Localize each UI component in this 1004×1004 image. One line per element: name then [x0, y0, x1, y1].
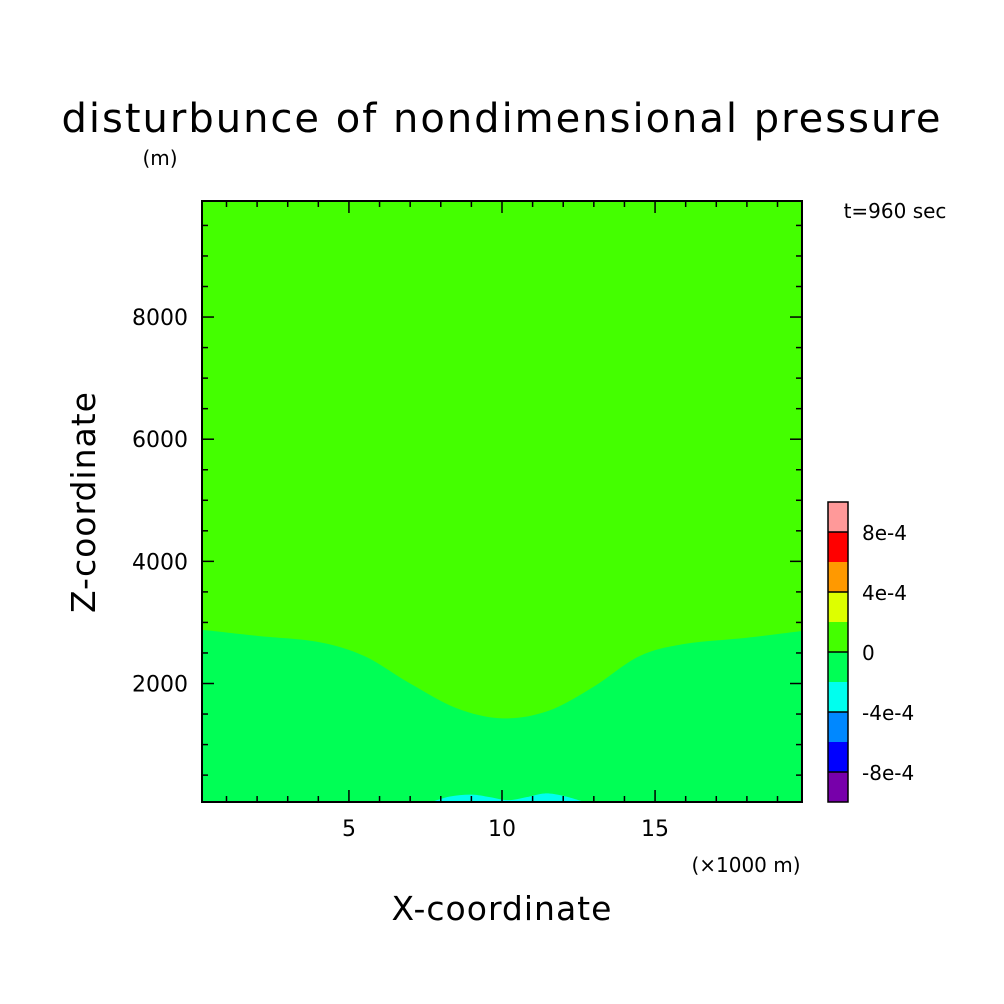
x-axis-unit: (×1000 m) — [691, 853, 800, 877]
colorbar-segment — [828, 682, 848, 712]
contour-region-0 — [202, 629, 802, 802]
axes: 5 10 15 2000 4000 6000 8000 — [132, 200, 803, 842]
plot-area — [202, 201, 802, 802]
chart-title: disturbunce of nondimensional pressure — [62, 96, 943, 142]
colorbar-label: 0 — [862, 641, 875, 665]
colorbar-segment — [828, 712, 848, 742]
x-tick-label: 10 — [488, 817, 516, 842]
y-axis-label: Z-coordinate — [64, 391, 103, 613]
time-label: t=960 sec — [844, 199, 947, 223]
y-tick-label: 2000 — [132, 673, 188, 698]
colorbar-segment — [828, 562, 848, 592]
y-tick-label: 4000 — [132, 550, 188, 575]
colorbar-label: 4e-4 — [862, 581, 907, 605]
y-tick-label: 6000 — [132, 428, 188, 453]
colorbar-label: -4e-4 — [862, 701, 914, 725]
colorbar: 8e-4 4e-4 0 -4e-4 -8e-4 — [827, 501, 914, 803]
colorbar-segment — [828, 532, 848, 562]
x-tick-label: 15 — [641, 817, 669, 842]
contour-region-1 — [431, 793, 585, 802]
colorbar-segment — [828, 502, 848, 532]
colorbar-segment — [828, 652, 848, 682]
y-axis-unit: (m) — [142, 146, 177, 170]
colorbar-segment — [828, 742, 848, 772]
colorbar-segment — [828, 622, 848, 652]
colorbar-segment — [828, 592, 848, 622]
colorbar-segment — [828, 772, 848, 802]
colorbar-label: 8e-4 — [862, 521, 907, 545]
x-axis-label: X-coordinate — [392, 889, 613, 928]
y-tick-label: 8000 — [132, 306, 188, 331]
colorbar-label: -8e-4 — [862, 761, 914, 785]
x-tick-label: 5 — [342, 817, 356, 842]
